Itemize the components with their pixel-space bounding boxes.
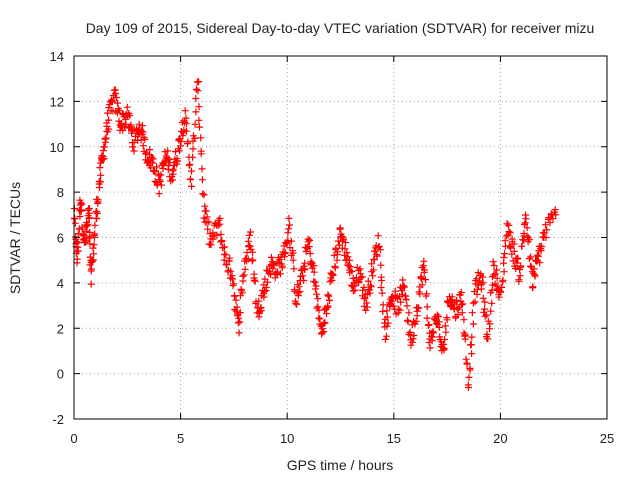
y-tick-label: 8 (57, 185, 64, 200)
x-axis-label: GPS time / hours (287, 457, 394, 473)
y-axis-label: SDTVAR / TECUs (7, 182, 23, 294)
x-tick-label: 5 (177, 431, 184, 446)
y-tick-label: 2 (57, 321, 64, 336)
ticks-layer: 0 5 10 15 20 25 -2 0 2 4 6 8 10 12 14 (50, 49, 615, 446)
x-tick-label: 0 (70, 431, 77, 446)
chart-title: Day 109 of 2015, Sidereal Day-to-day VTE… (86, 20, 595, 36)
x-tick-label: 10 (280, 431, 294, 446)
y-tick-label: -2 (52, 412, 64, 427)
y-tick-label: 12 (50, 94, 64, 109)
y-tick-label: 14 (50, 49, 64, 64)
grid-layer (74, 56, 607, 419)
y-tick-label: 0 (57, 367, 64, 382)
x-tick-label: 25 (600, 431, 614, 446)
y-tick-label: 4 (57, 276, 64, 291)
y-tick-label: 10 (50, 140, 64, 155)
x-tick-label: 20 (493, 431, 507, 446)
x-tick-label: 15 (387, 431, 401, 446)
y-tick-label: 6 (57, 231, 64, 246)
